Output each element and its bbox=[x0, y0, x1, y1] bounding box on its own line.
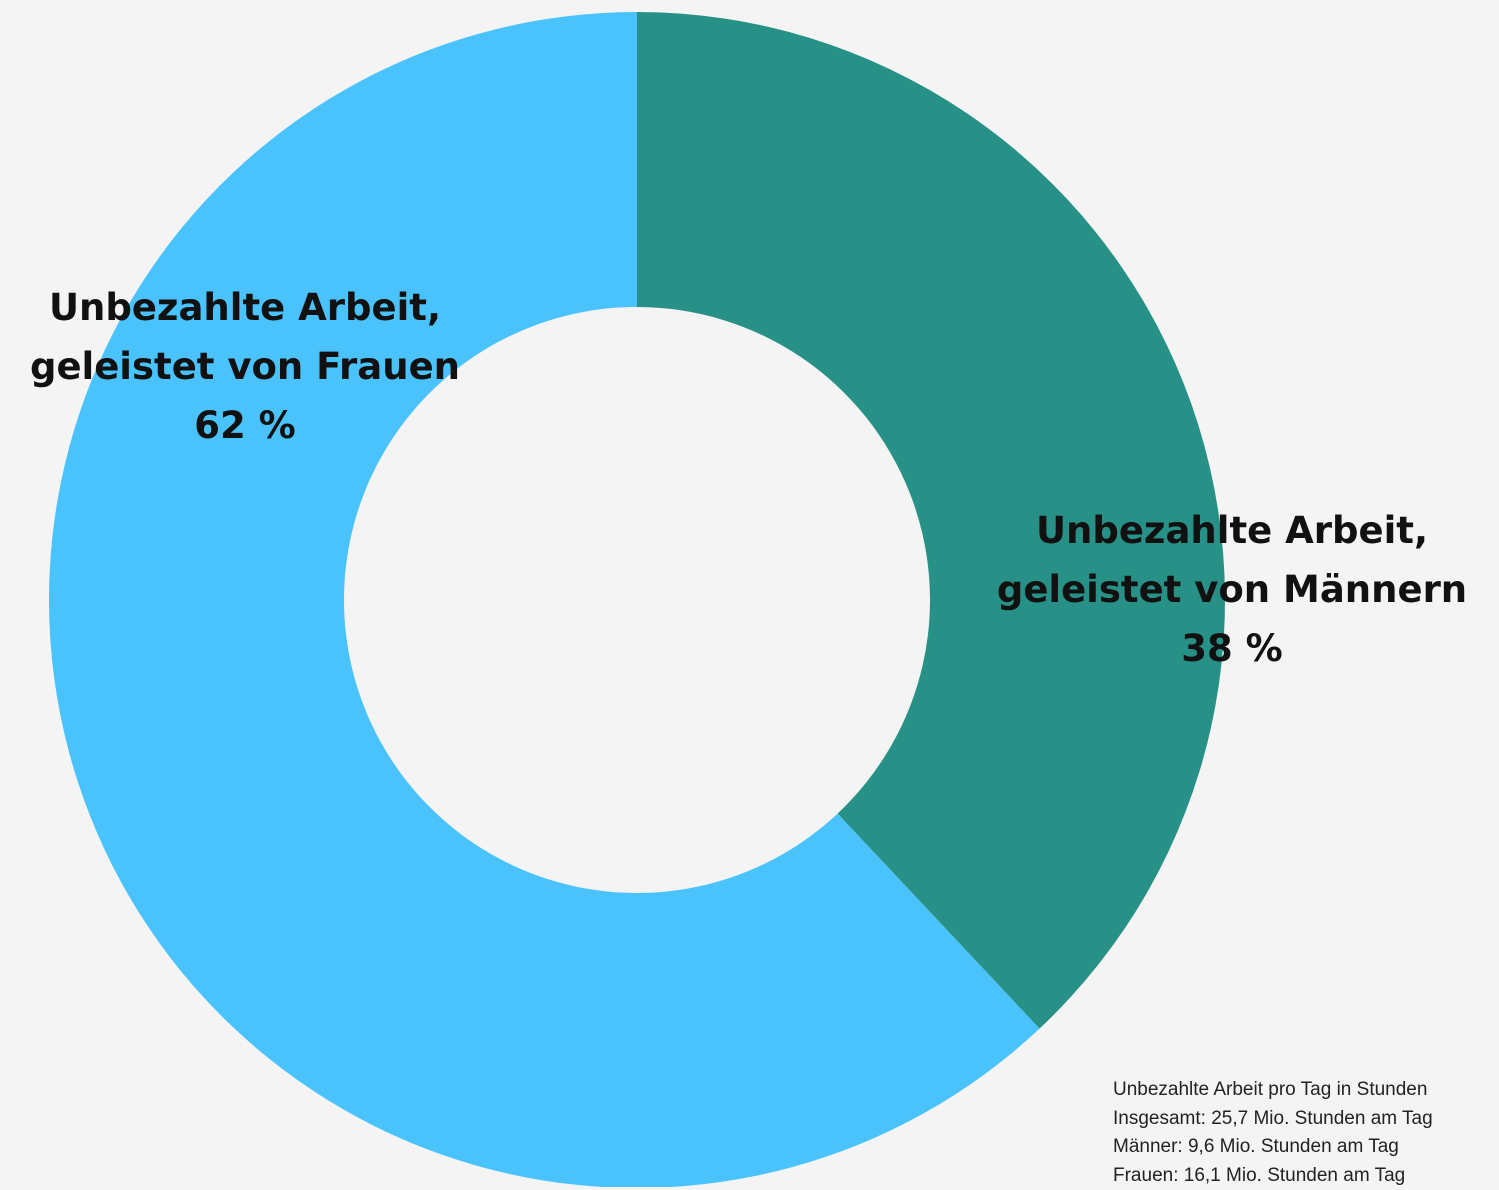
value-label: 38 % bbox=[992, 619, 1472, 678]
annotation: Insgesamt: 25,7 Mio. Stunden am Tag bbox=[1113, 1105, 1433, 1134]
category-label: Unbezahlte Arbeit, geleistet von Männern bbox=[992, 501, 1472, 619]
annotation: Männer: 9,6 Mio. Stunden am Tag bbox=[1113, 1133, 1433, 1162]
annotation: Frauen: 16,1 Mio. Stunden am Tag bbox=[1113, 1162, 1433, 1190]
slice-label: Unbezahlte Arbeit, geleistet von Männern… bbox=[992, 501, 1472, 678]
category-label: Unbezahlte Arbeit, geleistet von Frauen bbox=[5, 278, 485, 396]
value-label: 62 % bbox=[5, 396, 485, 455]
annotation: Unbezahlte Arbeit pro Tag in Stunden bbox=[1113, 1076, 1433, 1105]
